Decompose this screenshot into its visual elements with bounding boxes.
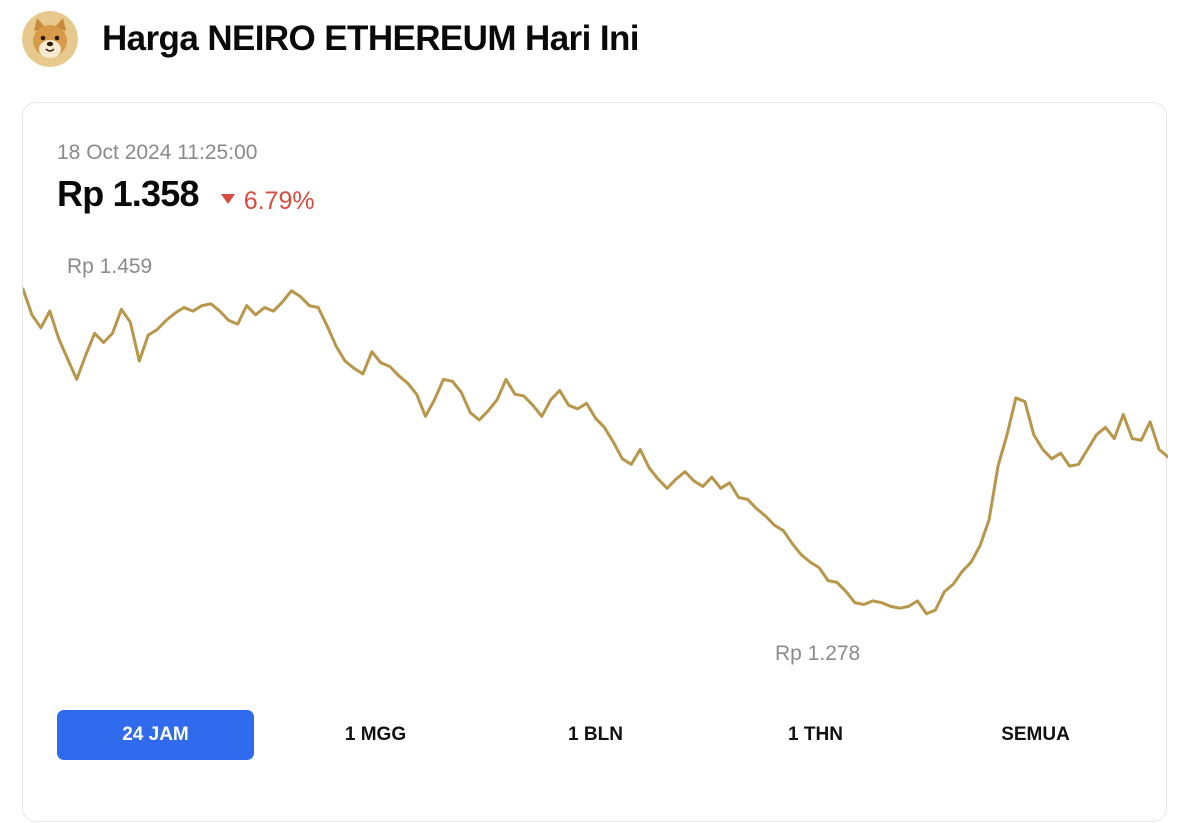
price-change: 6.79% bbox=[220, 186, 315, 216]
shiba-dog-logo-icon bbox=[22, 11, 78, 67]
price-row: Rp 1.358 6.79% bbox=[57, 173, 315, 216]
page-header: Harga NEIRO ETHEREUM Hari Ini bbox=[22, 11, 639, 67]
range-1w-button[interactable]: 1 MGG bbox=[277, 710, 474, 760]
triangle-down-icon bbox=[220, 194, 235, 204]
current-price: Rp 1.358 bbox=[57, 173, 199, 214]
price-chart[interactable]: Rp 1.459 Rp 1.278 bbox=[23, 103, 1168, 823]
range-all-button[interactable]: SEMUA bbox=[937, 710, 1134, 760]
price-timestamp: 18 Oct 2024 11:25:00 bbox=[57, 141, 258, 164]
chart-low-label: Rp 1.278 bbox=[775, 642, 860, 665]
time-range-selector: 24 JAM 1 MGG 1 BLN 1 THN SEMUA bbox=[57, 710, 1147, 762]
chart-high-label: Rp 1.459 bbox=[67, 255, 152, 278]
price-change-value: 6.79% bbox=[243, 186, 315, 215]
page-title: Harga NEIRO ETHEREUM Hari Ini bbox=[102, 19, 639, 58]
price-line-series bbox=[23, 287, 1168, 616]
range-24h-button[interactable]: 24 JAM bbox=[57, 710, 254, 760]
range-1y-button[interactable]: 1 THN bbox=[717, 710, 914, 760]
range-1m-button[interactable]: 1 BLN bbox=[497, 710, 694, 760]
price-card: 18 Oct 2024 11:25:00 Rp 1.358 6.79% Rp 1… bbox=[22, 102, 1168, 823]
